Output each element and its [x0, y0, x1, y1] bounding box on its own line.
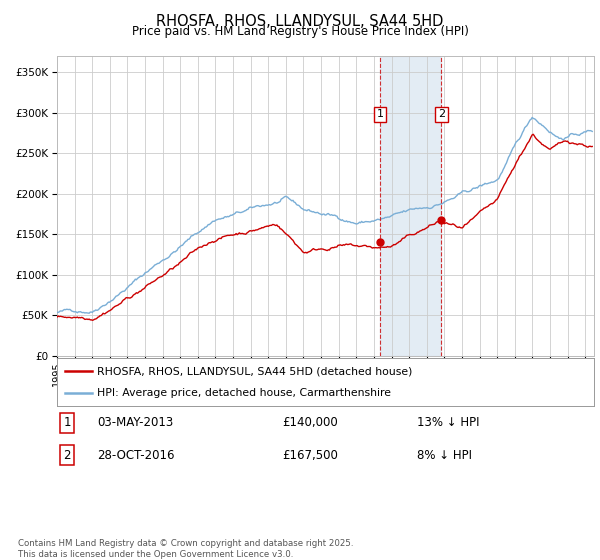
- Text: 2: 2: [438, 109, 445, 119]
- Text: 8% ↓ HPI: 8% ↓ HPI: [417, 449, 472, 461]
- Bar: [380, 56, 442, 356]
- Text: RHOSFA, RHOS, LLANDYSUL, SA44 5HD (detached house): RHOSFA, RHOS, LLANDYSUL, SA44 5HD (detac…: [97, 366, 413, 376]
- Text: 13% ↓ HPI: 13% ↓ HPI: [417, 417, 479, 430]
- Text: HPI: Average price, detached house, Carmarthenshire: HPI: Average price, detached house, Carm…: [97, 388, 391, 398]
- Text: £167,500: £167,500: [283, 449, 338, 461]
- Text: Price paid vs. HM Land Registry's House Price Index (HPI): Price paid vs. HM Land Registry's House …: [131, 25, 469, 38]
- Text: £140,000: £140,000: [283, 417, 338, 430]
- Text: 1: 1: [64, 417, 71, 430]
- Text: 28-OCT-2016: 28-OCT-2016: [97, 449, 175, 461]
- Text: 1: 1: [377, 109, 383, 119]
- Text: 2: 2: [64, 449, 71, 461]
- Text: Contains HM Land Registry data © Crown copyright and database right 2025.
This d: Contains HM Land Registry data © Crown c…: [18, 539, 353, 559]
- Text: RHOSFA, RHOS, LLANDYSUL, SA44 5HD: RHOSFA, RHOS, LLANDYSUL, SA44 5HD: [157, 14, 443, 29]
- Text: 03-MAY-2013: 03-MAY-2013: [97, 417, 173, 430]
